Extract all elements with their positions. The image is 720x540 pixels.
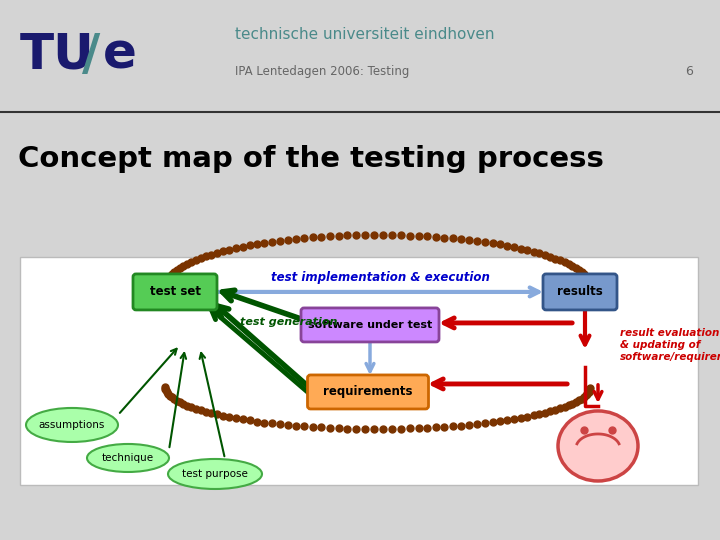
Text: TU: TU [20, 31, 95, 79]
Text: /: / [82, 31, 100, 79]
Text: assumptions: assumptions [39, 420, 105, 430]
Text: requirements: requirements [323, 386, 413, 399]
Text: technique: technique [102, 453, 154, 463]
Text: IPA Lentedagen 2006: Testing: IPA Lentedagen 2006: Testing [235, 65, 410, 78]
Text: result evaluation
& updating of
software/requirements: result evaluation & updating of software… [620, 328, 720, 362]
Ellipse shape [558, 411, 638, 481]
Text: e: e [103, 31, 137, 79]
FancyBboxPatch shape [133, 274, 217, 310]
Text: 6: 6 [685, 65, 693, 78]
Text: results: results [557, 286, 603, 299]
Text: test purpose: test purpose [182, 469, 248, 479]
Ellipse shape [168, 459, 262, 489]
Text: Concept map of the testing process: Concept map of the testing process [18, 145, 604, 173]
Ellipse shape [26, 408, 118, 442]
FancyBboxPatch shape [307, 375, 428, 409]
FancyBboxPatch shape [301, 308, 439, 342]
Text: technische universiteit eindhoven: technische universiteit eindhoven [235, 28, 495, 43]
FancyBboxPatch shape [20, 257, 698, 485]
Text: software under test: software under test [308, 320, 432, 330]
Text: test set: test set [150, 286, 200, 299]
Ellipse shape [87, 444, 169, 472]
FancyBboxPatch shape [543, 274, 617, 310]
Text: test generation: test generation [240, 317, 338, 327]
Text: test implementation & execution: test implementation & execution [271, 271, 490, 284]
